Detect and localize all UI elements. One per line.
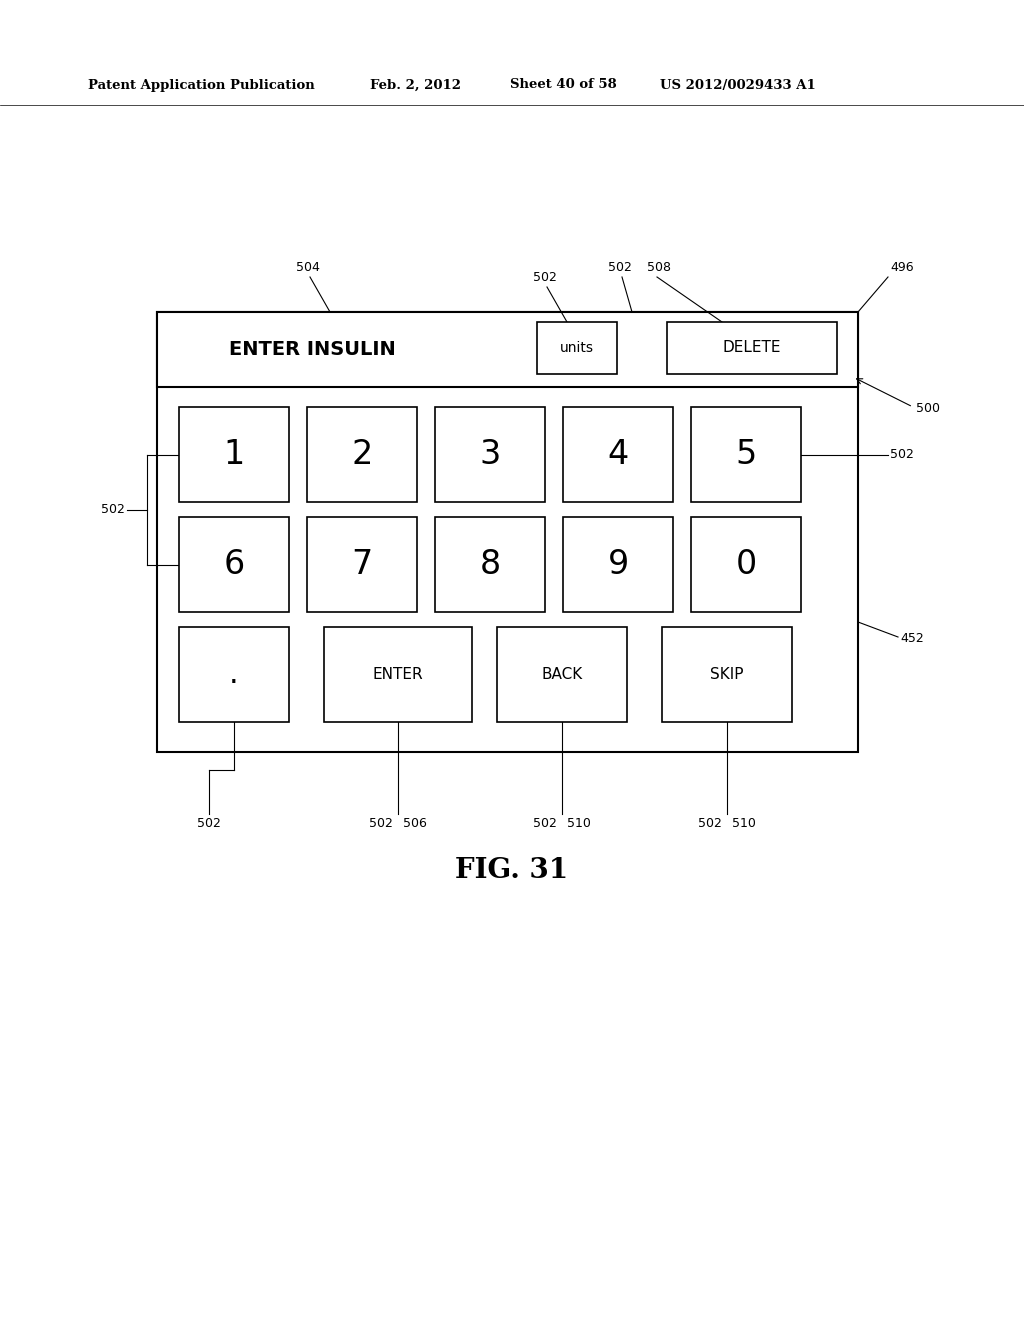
Text: 496: 496 <box>890 261 913 275</box>
Text: DELETE: DELETE <box>723 341 781 355</box>
Bar <box>324 627 472 722</box>
Text: 502: 502 <box>534 817 557 830</box>
Bar <box>497 627 627 722</box>
Text: FIG. 31: FIG. 31 <box>456 857 568 883</box>
Bar <box>563 517 673 612</box>
Bar <box>691 517 801 612</box>
Text: 510: 510 <box>567 817 591 830</box>
Bar <box>537 322 617 374</box>
Text: 502: 502 <box>101 503 125 516</box>
Text: BACK: BACK <box>542 667 583 682</box>
Text: 7: 7 <box>351 548 373 581</box>
Bar <box>435 517 545 612</box>
Text: US 2012/0029433 A1: US 2012/0029433 A1 <box>660 78 816 91</box>
Bar <box>307 407 417 502</box>
Text: 508: 508 <box>647 261 671 275</box>
Bar <box>691 407 801 502</box>
Text: .: . <box>229 660 239 689</box>
Bar <box>563 407 673 502</box>
Text: 502: 502 <box>698 817 722 830</box>
Text: 0: 0 <box>735 548 757 581</box>
Text: 504: 504 <box>296 261 319 275</box>
Text: 502: 502 <box>369 817 393 830</box>
Bar <box>157 312 858 387</box>
Text: ENTER: ENTER <box>373 667 423 682</box>
Text: ENTER INSULIN: ENTER INSULIN <box>228 341 395 359</box>
Text: 502: 502 <box>890 447 913 461</box>
Text: 502: 502 <box>608 261 632 275</box>
Text: 1: 1 <box>223 438 245 471</box>
Bar <box>662 627 792 722</box>
Bar <box>179 627 289 722</box>
Text: 9: 9 <box>607 548 629 581</box>
Bar <box>157 312 858 752</box>
Text: Feb. 2, 2012: Feb. 2, 2012 <box>370 78 461 91</box>
Bar <box>435 407 545 502</box>
Text: 510: 510 <box>732 817 756 830</box>
Text: Sheet 40 of 58: Sheet 40 of 58 <box>510 78 616 91</box>
Text: 452: 452 <box>900 632 924 645</box>
Bar <box>307 517 417 612</box>
Bar <box>179 517 289 612</box>
Text: 506: 506 <box>403 817 427 830</box>
Text: 2: 2 <box>351 438 373 471</box>
Text: units: units <box>560 341 594 355</box>
Bar <box>667 322 837 374</box>
Text: 6: 6 <box>223 548 245 581</box>
Text: 502: 502 <box>534 271 557 284</box>
Bar <box>179 407 289 502</box>
Text: 502: 502 <box>197 817 221 830</box>
Text: Patent Application Publication: Patent Application Publication <box>88 78 314 91</box>
Text: 500: 500 <box>916 403 940 416</box>
Text: 4: 4 <box>607 438 629 471</box>
Text: SKIP: SKIP <box>711 667 743 682</box>
Text: 5: 5 <box>735 438 757 471</box>
Text: 8: 8 <box>479 548 501 581</box>
Text: 3: 3 <box>479 438 501 471</box>
